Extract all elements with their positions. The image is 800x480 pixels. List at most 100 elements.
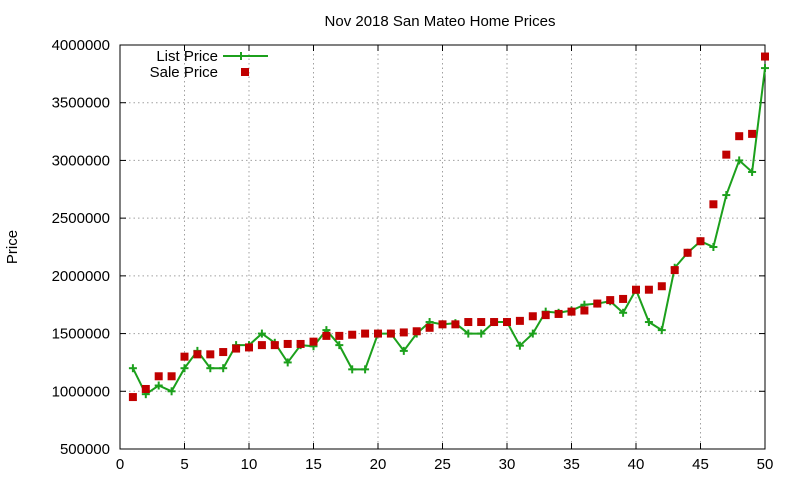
x-tick-label: 40: [628, 456, 645, 473]
sale-price-point: [296, 339, 305, 348]
sale-price-point: [425, 323, 434, 332]
grid: [120, 45, 765, 449]
list-price-point: [619, 308, 628, 317]
sale-price-point: [567, 307, 576, 316]
list-price-point: [722, 191, 731, 200]
list-price-point: [257, 329, 266, 338]
sale-price-point: [490, 318, 499, 327]
sale-price-point: [335, 331, 344, 340]
sale-price-point: [399, 328, 408, 337]
y-tick-label: 1000000: [52, 383, 110, 400]
sale-price-point: [219, 348, 228, 357]
sale-price-point: [735, 132, 744, 141]
sale-price-point: [748, 129, 757, 138]
list-price-point: [206, 364, 215, 373]
list-price-point: [735, 156, 744, 165]
sale-price-point: [128, 393, 137, 402]
sale-price-point: [322, 331, 331, 340]
sale-price-point: [606, 296, 615, 305]
sale-price-point: [374, 329, 382, 338]
x-tick-label: 50: [757, 456, 774, 473]
axis-ticks: 0 5 10 15 20 25 30 35 40 45 50 500000 1000000 1500000…: [52, 37, 774, 473]
sale-price-point: [683, 248, 692, 257]
list-price-point: [761, 64, 769, 73]
x-tick-label: 20: [370, 456, 387, 473]
sale-price-point: [167, 372, 176, 381]
legend-swatch-sale-price: [241, 68, 249, 76]
x-tick-label: 0: [116, 456, 124, 473]
list-price-line: [132, 67, 766, 396]
sale-price-point: [593, 299, 602, 308]
list-price-point: [657, 326, 666, 335]
sale-price-point: [619, 294, 628, 303]
sale-price-point: [206, 350, 215, 359]
y-tick-label: 500000: [60, 441, 110, 458]
legend-swatch-list-price: [223, 52, 268, 60]
list-price-point: [283, 358, 292, 367]
y-tick-label: 3000000: [52, 152, 110, 169]
list-price-point: [167, 387, 176, 396]
sale-price-point: [348, 330, 357, 339]
sale-price-point: [283, 339, 292, 348]
list-price-point: [515, 341, 524, 350]
sale-price-point: [554, 309, 563, 318]
x-tick-label: 25: [434, 456, 451, 473]
x-tick-label: 30: [499, 456, 516, 473]
list-price-point: [477, 329, 486, 338]
y-tick-label: 2500000: [52, 210, 110, 227]
list-price-point: [464, 329, 473, 338]
sale-price-point: [644, 285, 653, 294]
x-tick-label: 10: [241, 456, 258, 473]
sale-price-point: [270, 341, 279, 350]
sale-price-point: [761, 52, 769, 61]
sale-price-point: [515, 316, 524, 325]
x-tick-label: 45: [692, 456, 709, 473]
list-price-point: [748, 167, 757, 176]
sale-price-point: [464, 318, 473, 327]
list-price-point: [154, 381, 163, 390]
sale-price-point: [180, 352, 189, 361]
sale-price-point: [412, 327, 421, 336]
sale-price-point: [386, 329, 395, 338]
sale-price-point: [709, 200, 718, 209]
sale-price-point: [257, 341, 266, 350]
x-tick-label: 5: [180, 456, 188, 473]
y-tick-label: 1500000: [52, 326, 110, 343]
sale-price-point: [580, 306, 589, 315]
sale-price-point: [477, 318, 486, 327]
sale-price-point: [503, 318, 511, 327]
list-price-point: [180, 364, 189, 373]
sale-price-point: [451, 320, 460, 329]
sale-price-point: [438, 320, 447, 329]
list-price-point: [128, 364, 137, 373]
y-tick-label: 3500000: [52, 95, 110, 112]
series-sale-price: [128, 52, 769, 402]
sale-price-point: [361, 329, 370, 338]
sale-price-point: [245, 343, 253, 352]
sale-price-point: [232, 344, 241, 353]
legend-label-list-price: List Price: [156, 48, 218, 65]
list-price-point: [335, 341, 344, 350]
plot-frame: [119, 44, 766, 450]
list-price-point: [219, 364, 228, 373]
sale-price-point: [154, 372, 163, 381]
sale-price-point: [141, 384, 150, 393]
y-tick-label: 2000000: [52, 268, 110, 285]
sale-price-point: [541, 311, 550, 320]
sale-price-point: [309, 337, 318, 346]
x-tick-label: 35: [563, 456, 580, 473]
sale-price-point: [193, 350, 202, 359]
sale-price-point: [670, 266, 679, 275]
y-axis-label: Price: [4, 230, 21, 264]
sale-price-point: [696, 237, 705, 246]
sale-price-point: [632, 285, 640, 294]
chart-title: Nov 2018 San Mateo Home Prices: [325, 13, 556, 30]
list-price-point: [644, 318, 653, 327]
list-price-point: [399, 346, 408, 355]
sale-price-point: [722, 150, 731, 159]
list-price-point: [709, 243, 718, 251]
list-price-point: [348, 365, 357, 374]
sale-price-point: [657, 282, 666, 291]
